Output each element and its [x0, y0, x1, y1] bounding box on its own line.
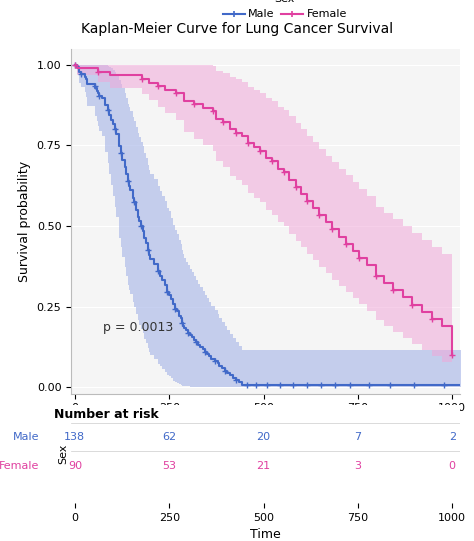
X-axis label: Time: Time [250, 529, 281, 541]
Text: 138: 138 [64, 432, 85, 441]
Text: 20: 20 [256, 432, 271, 441]
Text: Kaplan-Meier Curve for Lung Cancer Survival: Kaplan-Meier Curve for Lung Cancer Survi… [81, 22, 393, 36]
Text: 21: 21 [256, 461, 271, 471]
Text: p = 0.0013: p = 0.0013 [103, 321, 173, 334]
Text: 7: 7 [355, 432, 362, 441]
Legend: Male, Female: Male, Female [223, 0, 347, 19]
Text: 53: 53 [162, 461, 176, 471]
Text: Male: Male [12, 432, 39, 441]
Text: Number at risk: Number at risk [54, 408, 159, 421]
Text: 90: 90 [68, 461, 82, 471]
Text: 62: 62 [162, 432, 176, 441]
Text: 0: 0 [449, 461, 456, 471]
Text: 2: 2 [449, 432, 456, 441]
Y-axis label: Sex: Sex [58, 444, 68, 464]
Text: 3: 3 [355, 461, 361, 471]
Y-axis label: Survival probability: Survival probability [18, 161, 31, 282]
Text: Female: Female [0, 461, 39, 471]
